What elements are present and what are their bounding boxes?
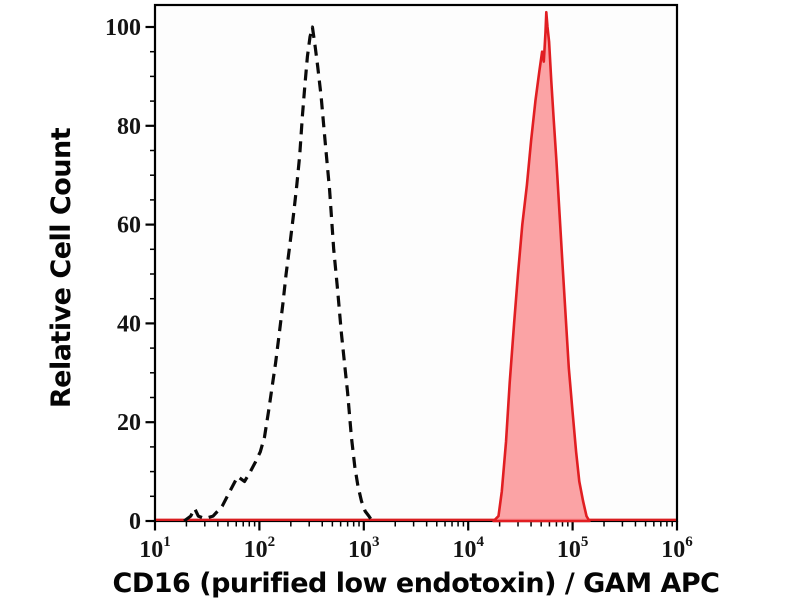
y-tick-label: 40 xyxy=(117,311,141,337)
y-axis-title: Relative Cell Count xyxy=(46,127,77,408)
x-tick-label: 101 xyxy=(139,534,171,563)
histogram-curves xyxy=(183,10,591,523)
control-dashed-curve xyxy=(183,25,374,523)
plot-frame xyxy=(153,3,679,523)
x-tick-labels: 101 102 103 104 105 106 xyxy=(139,534,693,563)
y-tick-label: 0 xyxy=(129,509,141,535)
y-axis-ticks xyxy=(145,25,155,523)
y-tick-label: 80 xyxy=(117,114,141,140)
plot-border xyxy=(153,3,679,523)
x-tick-label: 106 xyxy=(661,534,693,563)
y-tick-label: 100 xyxy=(105,15,141,41)
x-tick-label: 104 xyxy=(452,534,484,563)
stained-red-curve xyxy=(492,10,591,523)
y-tick-label: 60 xyxy=(117,213,141,239)
x-axis-ticks xyxy=(153,521,679,531)
y-tick-label: 20 xyxy=(117,410,141,436)
x-tick-label: 102 xyxy=(244,534,276,563)
x-tick-label: 103 xyxy=(348,534,380,563)
x-tick-label: 105 xyxy=(557,534,589,563)
x-axis-title: CD16 (purified low endotoxin) / GAM APC xyxy=(113,568,720,599)
y-tick-labels: 0 20 40 60 80 100 xyxy=(105,15,141,535)
